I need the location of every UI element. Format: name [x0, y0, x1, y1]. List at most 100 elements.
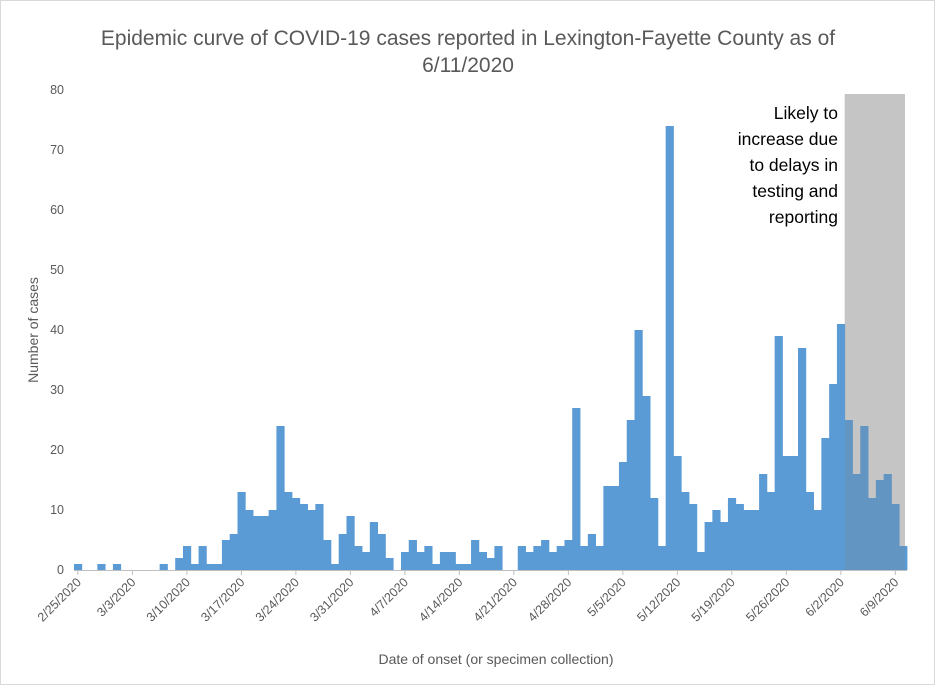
bar: [330, 564, 340, 570]
bar: [844, 420, 853, 570]
bar: [875, 480, 885, 570]
bar: [611, 486, 620, 570]
bar: [245, 510, 254, 570]
bar: [572, 408, 581, 570]
bar: [416, 552, 425, 570]
bar: [198, 546, 207, 570]
bar: [852, 474, 861, 570]
bar: [494, 546, 503, 570]
bar: [681, 492, 690, 570]
bar: [525, 552, 534, 570]
bar: [782, 456, 791, 570]
x-tick-label: 5/26/2020: [743, 575, 792, 624]
y-tick-label: 10: [50, 503, 64, 517]
x-tick-label: 3/17/2020: [198, 575, 247, 624]
bar: [346, 516, 355, 570]
bar: [774, 336, 783, 570]
bar: [868, 498, 877, 570]
bar: [237, 492, 246, 570]
shaded-region-annotation: Likely to increase due to delays in testing…: [738, 103, 838, 227]
bar: [455, 564, 464, 570]
shaded-overlay: [844, 94, 905, 570]
shaded-region-overlay: [844, 94, 905, 570]
x-tick-label: 5/19/2020: [689, 575, 738, 624]
bar: [369, 522, 379, 570]
bar: [603, 486, 612, 570]
bar: [790, 456, 799, 570]
bar: [759, 474, 768, 570]
annotation-line: Likely to: [774, 103, 838, 123]
bar: [385, 558, 394, 570]
bar: [813, 510, 822, 570]
bar: [424, 546, 433, 570]
annotation-line: reporting: [769, 207, 838, 227]
x-tick-label: 6/2/2020: [803, 575, 847, 619]
bar: [798, 348, 807, 570]
annotation-line: increase due: [738, 129, 838, 149]
x-tick-label: 4/21/2020: [471, 575, 520, 624]
bar: [97, 564, 106, 570]
bar: [626, 420, 635, 570]
bar: [696, 552, 705, 570]
bar: [478, 552, 488, 570]
y-tick-label: 70: [50, 143, 64, 157]
y-tick-label: 20: [50, 443, 64, 457]
bar: [221, 540, 231, 570]
bar: [284, 492, 293, 570]
bar: [323, 540, 332, 570]
bar: [829, 384, 838, 570]
bar: [735, 504, 744, 570]
chart-title-line-2: 6/11/2020: [422, 54, 514, 77]
y-tick-label: 60: [50, 203, 64, 217]
bar: [214, 564, 223, 570]
bar: [860, 426, 869, 570]
bar: [673, 456, 682, 570]
y-tick-label: 0: [57, 563, 64, 577]
bar: [821, 438, 830, 570]
bar: [712, 510, 721, 570]
bar: [564, 540, 573, 570]
y-tick-label: 80: [50, 83, 64, 97]
bar: [206, 564, 215, 570]
bar: [276, 426, 285, 570]
bar: [642, 396, 651, 570]
bar: [463, 564, 472, 570]
x-tick-label: 5/12/2020: [634, 575, 683, 624]
bar: [354, 546, 363, 570]
bar: [159, 564, 168, 570]
bar: [665, 126, 674, 570]
bar: [883, 474, 892, 570]
bar: [471, 540, 480, 570]
bar: [362, 552, 371, 570]
chart-title-line-1: Epidemic curve of COVID-19 cases reporte…: [101, 27, 835, 50]
bar: [175, 558, 184, 570]
bar-series: [74, 126, 908, 570]
bar: [229, 534, 238, 570]
bar: [315, 504, 324, 570]
bar: [595, 546, 604, 570]
bar: [447, 552, 456, 570]
bar: [704, 522, 713, 570]
x-tick-label: 2/25/2020: [35, 575, 84, 624]
bar: [486, 558, 495, 570]
x-tick-label: 3/31/2020: [307, 575, 356, 624]
bar: [657, 546, 667, 570]
bar: [805, 492, 814, 570]
annotation-line: testing and: [752, 181, 838, 201]
bar: [727, 498, 737, 570]
x-tick-label: 3/24/2020: [253, 575, 302, 624]
bar: [743, 510, 752, 570]
bar: [720, 522, 729, 570]
bar: [541, 540, 550, 570]
y-tick-label: 40: [50, 323, 64, 337]
bar: [253, 516, 262, 570]
bar: [533, 546, 542, 570]
x-tick-label: 5/5/2020: [585, 575, 629, 619]
bar: [618, 462, 628, 570]
y-axis-label: Number of cases: [25, 277, 41, 383]
bar: [580, 546, 589, 570]
x-tick-label: 3/3/2020: [94, 575, 138, 619]
bar: [338, 534, 347, 570]
bar: [112, 564, 122, 570]
